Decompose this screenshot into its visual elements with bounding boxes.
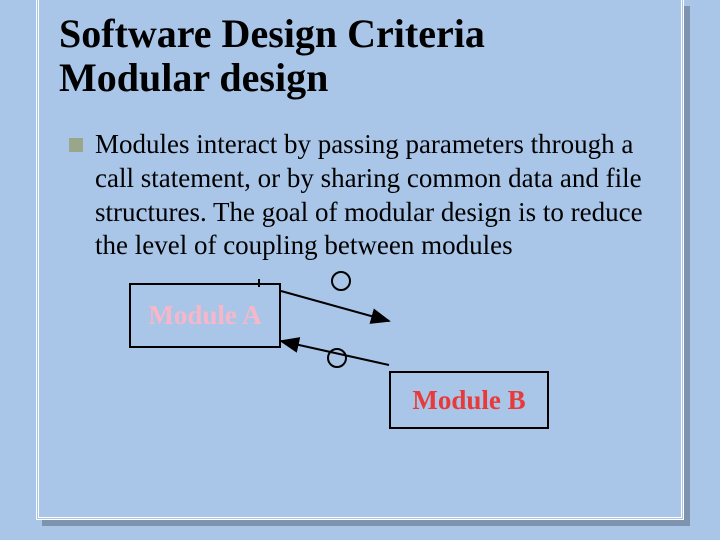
slide-body: Modules interact by passing parameters t…: [39, 114, 681, 453]
diagram-arrows: [69, 263, 657, 453]
marker-circle-top: [332, 272, 350, 290]
title-line-2: Modular design: [59, 55, 328, 100]
slide-title: Software Design Criteria Modular design: [39, 0, 681, 114]
square-bullet-icon: [69, 138, 83, 152]
arrow-b-to-a: [281, 341, 389, 365]
title-line-1: Software Design Criteria: [59, 11, 485, 56]
slide-panel: Software Design Criteria Modular design …: [36, 0, 684, 520]
marker-circle-bottom: [328, 349, 346, 367]
module-diagram: Module A Module B: [69, 263, 657, 453]
arrow-a-to-b: [281, 291, 389, 321]
bullet-item: Modules interact by passing parameters t…: [69, 128, 657, 263]
bullet-text: Modules interact by passing parameters t…: [95, 128, 657, 263]
